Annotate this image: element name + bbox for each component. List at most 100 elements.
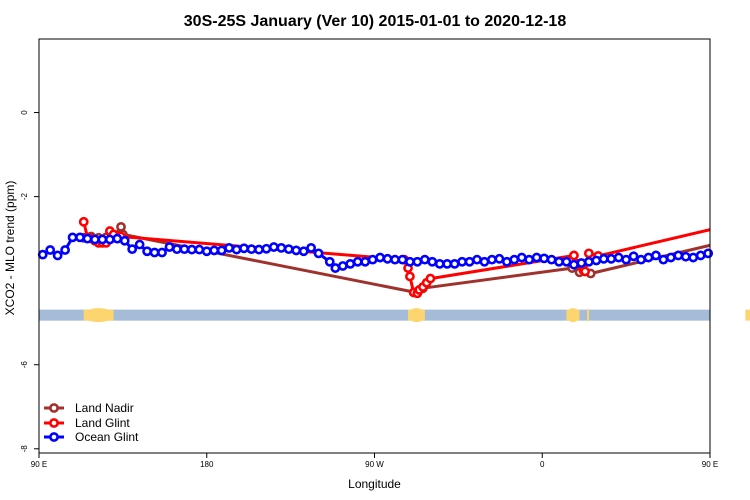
data-point-ocean-glint — [524, 254, 535, 265]
x-tick-label: 180 — [200, 460, 214, 469]
data-point-ocean-glint — [37, 249, 48, 260]
data-point-ocean-glint — [360, 256, 371, 267]
data-point-ocean-glint — [201, 246, 212, 257]
data-point-ocean-glint — [112, 233, 123, 244]
data-point-ocean-glint — [298, 246, 309, 257]
data-point-ocean-glint — [412, 256, 423, 267]
data-point-ocean-glint — [665, 252, 676, 263]
data-point-ocean-glint — [352, 256, 363, 267]
x-tick-label: 90 E — [31, 460, 47, 469]
data-point-land-glint — [405, 271, 415, 282]
data-point-ocean-glint — [680, 251, 691, 262]
data-point-ocean-glint — [457, 256, 468, 267]
data-point-ocean-glint — [179, 244, 190, 255]
data-point-ocean-glint — [313, 248, 324, 259]
data-point-ocean-glint — [254, 244, 264, 255]
data-point-ocean-glint — [172, 244, 182, 255]
land-band-bulge — [408, 308, 425, 323]
legend-marker-ocean-glint — [49, 432, 59, 442]
data-point-ocean-glint — [449, 258, 460, 269]
data-point-ocean-glint — [283, 244, 294, 255]
data-point-ocean-glint — [598, 253, 609, 264]
data-point-land-glint — [78, 216, 89, 227]
data-point-ocean-glint — [419, 254, 430, 265]
data-point-ocean-glint — [576, 258, 587, 268]
data-point-ocean-glint — [546, 254, 557, 265]
y-tick-label: 0 — [20, 110, 29, 115]
data-point-ocean-glint — [345, 258, 356, 269]
data-point-ocean-glint — [330, 263, 341, 273]
data-point-ocean-glint — [119, 235, 130, 246]
data-point-ocean-glint — [516, 252, 527, 263]
data-point-ocean-glint — [688, 252, 699, 263]
legend-label-ocean-glint: Ocean Glint — [75, 430, 139, 444]
y-tick-label: -2 — [20, 193, 29, 201]
land-band-bulge — [745, 310, 750, 321]
data-point-ocean-glint — [45, 245, 56, 255]
land-band-bulge — [83, 308, 114, 323]
y-tick-label: -6 — [20, 361, 29, 369]
data-point-ocean-glint — [194, 244, 205, 255]
data-point-ocean-glint — [164, 242, 175, 252]
chart-title: 30S-25S January (Ver 10) 2015-01-01 to 2… — [184, 13, 567, 30]
data-point-ocean-glint — [337, 261, 348, 271]
data-point-ocean-glint — [613, 252, 624, 263]
data-point-ocean-glint — [75, 232, 85, 243]
data-point-ocean-glint — [643, 252, 654, 263]
data-point-ocean-glint — [82, 233, 93, 244]
data-point-ocean-glint — [583, 256, 594, 267]
land-band-bulge — [566, 308, 580, 323]
data-point-ocean-glint — [90, 234, 100, 245]
data-point-land-glint — [569, 250, 579, 261]
data-point-ocean-glint — [464, 256, 475, 267]
data-point-ocean-glint — [291, 245, 302, 256]
data-point-ocean-glint — [658, 254, 669, 265]
data-point-ocean-glint — [434, 258, 445, 269]
data-point-ocean-glint — [209, 245, 220, 256]
legend-marker-land-nadir — [49, 403, 59, 413]
data-point-ocean-glint — [628, 251, 639, 262]
data-point-ocean-glint — [390, 254, 400, 265]
data-point-ocean-glint — [186, 244, 197, 255]
data-point-ocean-glint — [134, 239, 145, 250]
y-axis-label: XCO2 - MLO trend (ppm) — [3, 181, 17, 316]
data-point-ocean-glint — [651, 250, 661, 261]
data-point-ocean-glint — [224, 242, 235, 253]
data-point-ocean-glint — [104, 234, 115, 245]
data-point-ocean-glint — [673, 250, 684, 261]
legend-label-land-glint: Land Glint — [75, 416, 130, 430]
data-point-ocean-glint — [324, 256, 335, 267]
data-point-ocean-glint — [569, 259, 579, 270]
data-point-ocean-glint — [231, 244, 242, 255]
data-point-ocean-glint — [246, 244, 257, 255]
data-point-ocean-glint — [427, 256, 438, 267]
data-point-land-nadir — [116, 221, 126, 232]
data-point-ocean-glint — [531, 252, 542, 263]
data-point-ocean-glint — [157, 247, 167, 258]
data-point-ocean-glint — [487, 254, 497, 265]
data-point-ocean-glint — [97, 234, 108, 245]
x-tick-label: 0 — [540, 460, 545, 469]
data-point-ocean-glint — [561, 256, 572, 267]
x-axis-label: Longitude — [348, 477, 401, 491]
legend-marker-land-glint — [49, 418, 59, 428]
data-point-ocean-glint — [397, 254, 408, 265]
data-point-land-glint — [583, 248, 594, 259]
data-point-ocean-glint — [472, 254, 482, 265]
y-tick-label: -8 — [20, 445, 29, 453]
data-point-ocean-glint — [405, 256, 415, 267]
data-point-ocean-glint — [127, 244, 138, 255]
data-point-ocean-glint — [539, 253, 550, 264]
data-point-ocean-glint — [606, 253, 617, 264]
data-point-ocean-glint — [67, 232, 78, 243]
data-point-ocean-glint — [261, 243, 272, 254]
data-point-ocean-glint — [276, 242, 287, 253]
data-point-ocean-glint — [591, 255, 602, 266]
x-tick-label: 90 W — [365, 460, 384, 469]
data-point-ocean-glint — [442, 258, 453, 269]
data-point-ocean-glint — [509, 254, 520, 265]
data-point-ocean-glint — [149, 247, 160, 258]
data-point-ocean-glint — [375, 252, 385, 263]
legend-label-land-nadir: Land Nadir — [75, 401, 134, 415]
